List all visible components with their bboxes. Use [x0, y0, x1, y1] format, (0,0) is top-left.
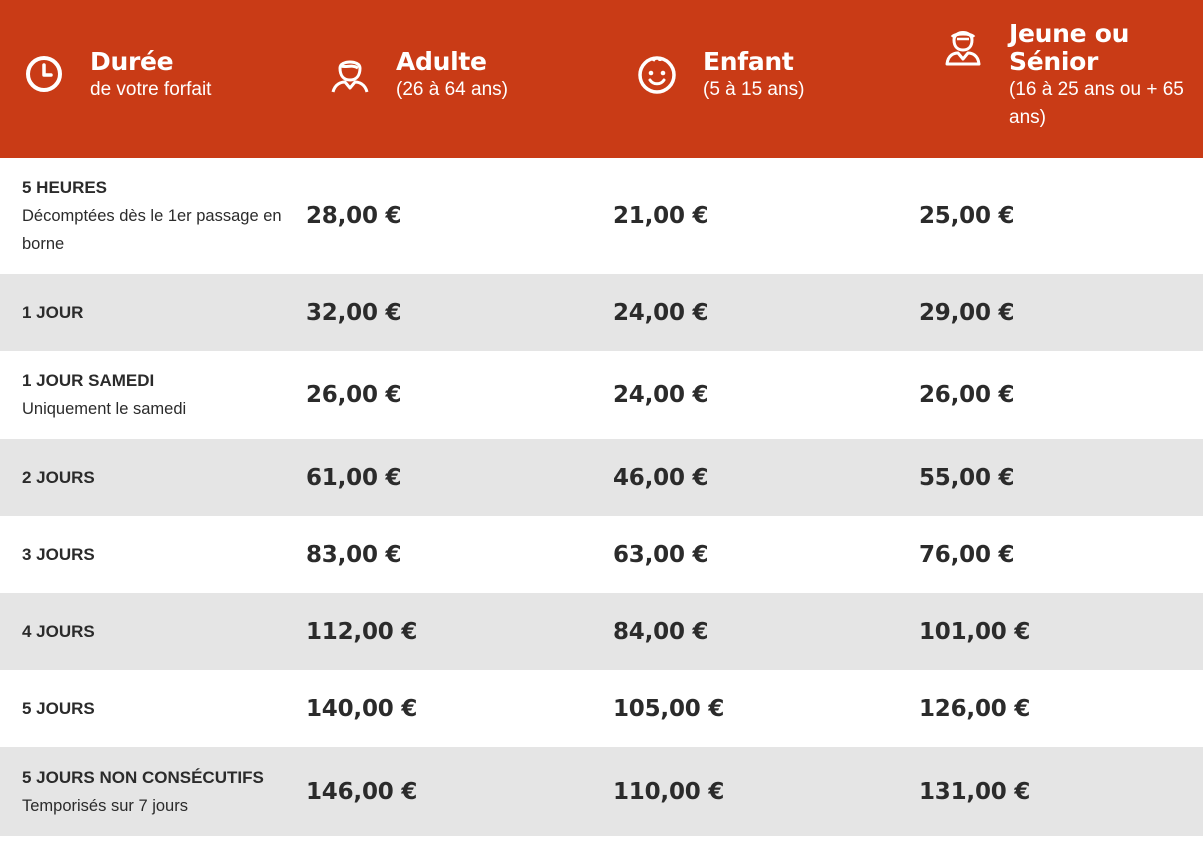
header-title: Enfant [703, 47, 794, 76]
price-child: 24,00 € [613, 382, 709, 408]
header-adult: Adulte (26 à 64 ans) [306, 0, 613, 158]
header-subtitle: de votre forfait [90, 79, 212, 100]
table-body: 5 HEURES Décomptées dès le 1er passage en… [0, 158, 1203, 836]
child-face-icon [635, 52, 679, 96]
duration-note: Décomptées dès le 1er passage en borne [22, 207, 282, 253]
duration-cell: 5 JOURS [0, 695, 306, 723]
table-row: 5 JOURS 140,00 € 105,00 € 126,00 € [0, 670, 1203, 747]
duration-cell: 5 HEURES Décomptées dès le 1er passage en… [0, 174, 306, 258]
duration-label: 5 JOURS [22, 698, 95, 718]
duration-label: 3 JOURS [22, 544, 95, 564]
duration-cell: 4 JOURS [0, 618, 306, 646]
duration-label: 1 JOUR SAMEDI [22, 371, 155, 390]
header-subtitle: (26 à 64 ans) [396, 79, 508, 100]
price-young-senior: 76,00 € [919, 541, 1015, 568]
header-title: Durée [90, 47, 174, 76]
header-subtitle: (5 à 15 ans) [703, 79, 805, 100]
duration-label: 4 JOURS [22, 621, 95, 641]
duration-label: 5 JOURS NON CONSÉCUTIFS [22, 767, 264, 787]
price-adult: 83,00 € [306, 541, 402, 568]
duration-label: 1 JOUR [22, 302, 84, 322]
duration-note: Temporisés sur 7 jours [22, 796, 188, 815]
price-young-senior: 55,00 € [919, 464, 1015, 491]
header-child: Enfant (5 à 15 ans) [613, 0, 919, 158]
price-adult: 28,00 € [306, 203, 402, 229]
duration-cell: 1 JOUR [0, 299, 306, 327]
price-young-senior: 126,00 € [919, 695, 1031, 722]
clock-icon [22, 52, 66, 96]
table-row: 5 JOURS NON CONSÉCUTIFS Temporisés sur 7 … [0, 747, 1203, 836]
table-row: 5 HEURES Décomptées dès le 1er passage en… [0, 158, 1203, 274]
price-young-senior: 131,00 € [919, 778, 1031, 805]
header-young-senior: Jeune ou Sénior (16 à 25 ans ou + 65 ans… [919, 0, 1203, 158]
header-duration: Durée de votre forfait [0, 0, 306, 158]
adult-icon [328, 52, 372, 96]
price-child: 63,00 € [613, 541, 709, 568]
price-young-senior: 29,00 € [919, 299, 1015, 326]
table-row: 4 JOURS 112,00 € 84,00 € 101,00 € [0, 593, 1203, 670]
table-row: 2 JOURS 61,00 € 46,00 € 55,00 € [0, 439, 1203, 516]
price-adult: 61,00 € [306, 464, 402, 491]
price-child: 110,00 € [613, 778, 725, 805]
price-child: 105,00 € [613, 695, 725, 722]
price-adult: 26,00 € [306, 382, 402, 408]
table-row: 3 JOURS 83,00 € 63,00 € 76,00 € [0, 516, 1203, 593]
price-child: 21,00 € [613, 203, 709, 229]
price-child: 46,00 € [613, 464, 709, 491]
price-young-senior: 26,00 € [919, 382, 1015, 408]
table-header: Durée de votre forfait Adulte (26 à 64 a… [0, 0, 1203, 158]
duration-label: 2 JOURS [22, 467, 95, 487]
duration-cell: 5 JOURS NON CONSÉCUTIFS Temporisés sur 7 … [0, 764, 306, 820]
price-young-senior: 101,00 € [919, 618, 1031, 645]
duration-cell: 3 JOURS [0, 541, 306, 569]
price-adult: 146,00 € [306, 778, 418, 805]
price-adult: 140,00 € [306, 695, 418, 722]
price-child: 24,00 € [613, 299, 709, 326]
header-title: Adulte [396, 47, 487, 76]
price-adult: 112,00 € [306, 618, 418, 645]
duration-label: 5 HEURES [22, 178, 108, 197]
duration-cell: 2 JOURS [0, 464, 306, 492]
price-adult: 32,00 € [306, 299, 402, 326]
header-title: Jeune ou Sénior [1009, 19, 1130, 76]
table-row: 1 JOUR 32,00 € 24,00 € 29,00 € [0, 274, 1203, 351]
header-subtitle: (16 à 25 ans ou + 65 ans) [1009, 79, 1184, 128]
table-row: 1 JOUR SAMEDI Uniquement le samedi 26,00 €… [0, 351, 1203, 439]
senior-icon [941, 24, 985, 68]
duration-cell: 1 JOUR SAMEDI Uniquement le samedi [0, 367, 306, 423]
price-young-senior: 25,00 € [919, 203, 1015, 229]
price-child: 84,00 € [613, 618, 709, 645]
duration-note: Uniquement le samedi [22, 400, 187, 418]
